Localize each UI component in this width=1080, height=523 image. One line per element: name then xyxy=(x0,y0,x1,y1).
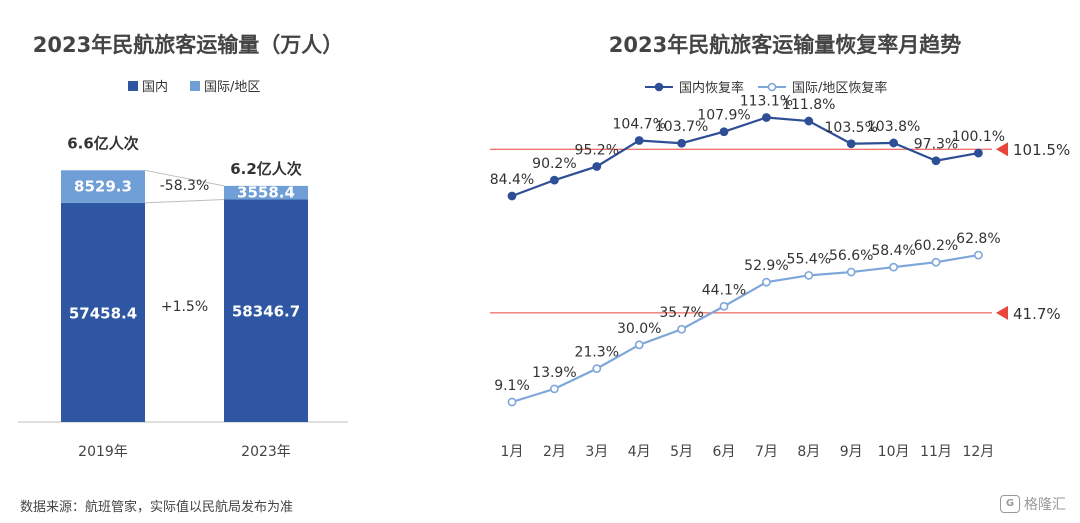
data-point xyxy=(677,324,686,334)
data-point xyxy=(931,257,941,267)
reference-marker xyxy=(996,305,1008,320)
data-point xyxy=(507,397,517,407)
x-tick-label: 4月 xyxy=(628,444,651,460)
bar-value-label: 8529.3 xyxy=(74,178,132,196)
data-label: 58.4% xyxy=(871,243,915,259)
data-label: 21.3% xyxy=(575,345,619,361)
x-tick-label: 3月 xyxy=(585,444,608,460)
watermark-logo: G 格隆汇 xyxy=(1000,494,1066,514)
legend-label: 国际/地区 xyxy=(204,80,260,95)
x-tick-label: 2月 xyxy=(543,444,566,460)
data-source-note: 数据来源：航班管家，实际值以民航局发布为准 xyxy=(20,500,294,515)
legend-marker xyxy=(654,82,664,92)
data-point xyxy=(889,262,898,272)
reference-label: 101.5% xyxy=(1013,141,1070,159)
total-label: 6.6亿人次 xyxy=(67,134,139,152)
data-point xyxy=(592,162,602,171)
bar-segment-international xyxy=(224,185,308,200)
data-label: 97.3% xyxy=(914,137,958,153)
data-label: 84.4% xyxy=(490,172,534,188)
total-label: 6.2亿人次 xyxy=(230,160,302,178)
data-label: 30.0% xyxy=(617,321,661,337)
data-label: 62.8% xyxy=(956,231,1000,247)
x-tick-label: 2019年 xyxy=(78,444,128,460)
series-line-domestic xyxy=(511,116,979,198)
bar-value-label: 57458.4 xyxy=(69,304,137,322)
data-point xyxy=(634,136,644,145)
data-label: 111.8% xyxy=(782,97,835,113)
connector-line xyxy=(144,169,225,187)
x-tick-label: 9月 xyxy=(840,444,863,460)
x-tick-label: 11月 xyxy=(920,444,952,460)
data-label: 55.4% xyxy=(787,251,831,267)
bar-value-label: 58346.7 xyxy=(232,303,300,321)
legend-label: 国际/地区恢复率 xyxy=(792,80,887,96)
data-point xyxy=(846,139,856,149)
data-label: 103.7% xyxy=(655,119,708,135)
x-tick-label: 5月 xyxy=(670,444,693,460)
data-point xyxy=(974,148,983,158)
data-point xyxy=(889,138,898,148)
data-label: 35.7% xyxy=(659,305,703,321)
data-label: 104.7% xyxy=(613,116,666,132)
bar-segment-domestic xyxy=(224,199,308,422)
x-tick-label: 6月 xyxy=(713,444,736,460)
legend-marker xyxy=(767,82,777,92)
data-label: 95.2% xyxy=(575,142,619,158)
x-tick-label: 2023年 xyxy=(241,444,291,460)
data-point xyxy=(804,270,814,280)
data-point xyxy=(592,364,602,374)
bar-segment-international xyxy=(61,170,145,203)
x-tick-label: 12月 xyxy=(962,444,994,460)
data-label: 52.9% xyxy=(744,258,788,274)
data-label: 56.6% xyxy=(829,248,873,264)
data-label: 90.2% xyxy=(532,156,576,172)
legend-label: 国内恢复率 xyxy=(679,80,744,96)
data-label: 9.1% xyxy=(494,378,530,394)
data-point xyxy=(974,250,983,260)
data-label: 44.1% xyxy=(702,282,746,298)
brand-icon: G xyxy=(1000,495,1020,513)
bar-segment-domestic xyxy=(61,202,145,422)
data-point xyxy=(719,301,729,311)
data-point xyxy=(550,384,559,394)
legend-label: 国内 xyxy=(142,79,168,95)
data-label: 60.2% xyxy=(914,238,958,254)
watermark-text: 格隆汇 xyxy=(1024,497,1066,513)
data-point xyxy=(846,267,856,277)
data-point xyxy=(550,175,559,185)
legend-swatch xyxy=(190,81,200,91)
data-label: 103.5% xyxy=(825,120,878,136)
data-point xyxy=(804,116,814,126)
x-tick-label: 8月 xyxy=(797,444,820,460)
data-label: 103.8% xyxy=(867,119,920,135)
x-tick-label: 7月 xyxy=(755,444,778,460)
data-point xyxy=(677,138,686,148)
data-point xyxy=(761,277,771,287)
data-point xyxy=(931,156,941,166)
x-tick-label: 10月 xyxy=(878,444,910,460)
chart-title: 2023年民航旅客运输量（万人） xyxy=(33,33,343,57)
change-label-domestic: +1.5% xyxy=(161,299,208,315)
change-label-international: -58.3% xyxy=(160,178,210,194)
reference-label: 41.7% xyxy=(1013,305,1061,323)
data-label: 107.9% xyxy=(697,108,750,124)
passenger-volume-bar-chart: 2023年民航旅客运输量（万人） 国内 国际/地区 57458.4 8529.3 6.6亿… xyxy=(18,33,348,460)
chart-title: 2023年民航旅客运输量恢复率月趋势 xyxy=(609,33,961,57)
data-label: 100.1% xyxy=(952,129,1005,145)
data-point xyxy=(719,127,729,137)
connector-line xyxy=(144,198,225,204)
x-tick-label: 1月 xyxy=(501,444,524,460)
data-point xyxy=(761,113,771,122)
data-point xyxy=(634,340,644,350)
data-point xyxy=(507,191,517,201)
series-line-international xyxy=(511,254,979,404)
legend-swatch xyxy=(128,81,138,91)
data-label: 113.1% xyxy=(740,94,793,110)
bar-value-label: 3558.4 xyxy=(237,184,295,202)
data-label: 13.9% xyxy=(532,365,576,381)
reference-marker xyxy=(996,142,1008,157)
